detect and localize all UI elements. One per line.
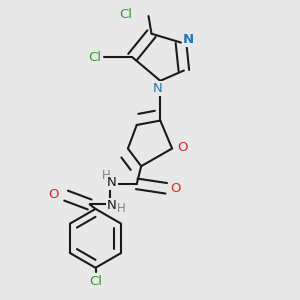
Text: H: H [101,169,110,182]
Text: N: N [107,200,117,212]
Text: O: O [48,188,59,201]
Text: H: H [117,202,126,215]
Text: Cl: Cl [89,274,102,287]
Text: O: O [177,141,188,154]
Text: N: N [152,82,162,95]
Text: Cl: Cl [88,51,101,64]
Text: N: N [183,33,194,46]
Text: N: N [107,176,117,189]
Text: Cl: Cl [119,8,132,21]
Text: O: O [170,182,180,195]
